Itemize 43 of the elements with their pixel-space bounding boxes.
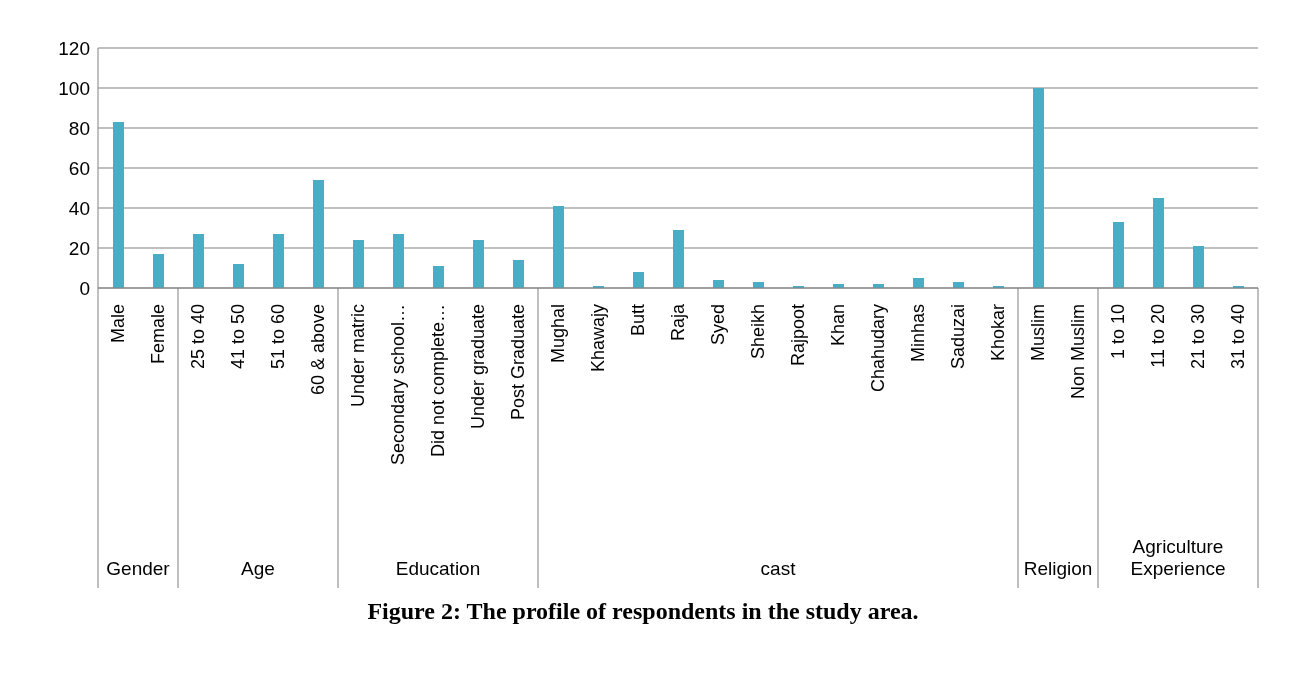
x-tick-label: Mughal	[548, 304, 568, 364]
x-tick-label: Non Muslim	[1068, 304, 1088, 400]
x-tick-label: 11 to 20	[1148, 304, 1168, 368]
x-tick-label: Male	[108, 304, 128, 344]
x-tick-label: Rajpoot	[788, 304, 808, 367]
x-tick-label: Did not complete…	[428, 304, 448, 458]
text: Education	[394, 558, 482, 580]
x-tick-label: Secondary school…	[388, 304, 408, 466]
x-tick-label: Under matric	[348, 304, 368, 408]
x-tick-label: Syed	[708, 304, 728, 346]
x-tick-label: Female	[148, 304, 168, 365]
y-tick-label: 20	[68, 237, 90, 259]
x-tick-label: Khan	[828, 304, 848, 347]
y-tick-label: 0	[79, 277, 90, 299]
text: Gender	[105, 558, 171, 580]
x-tick-label: 1 to 10	[1108, 304, 1128, 360]
x-tick-label: Chahudary	[868, 304, 888, 393]
x-tick-label: Butt	[628, 304, 648, 337]
x-tick-label: Saduzai	[948, 304, 968, 370]
text: Figure 2: The profile of respondents in the study area.	[366, 598, 920, 625]
x-tick-label: 60 & above	[308, 304, 328, 396]
x-tick-label: 25 to 40	[188, 304, 208, 370]
x-tick-label: Khawajy	[588, 304, 608, 373]
text: Religion	[1022, 558, 1094, 580]
x-tick-label: Raja	[668, 303, 688, 342]
x-tick-label: 51 to 60	[268, 304, 288, 370]
text: Agriculture Experience	[1129, 536, 1227, 580]
text: Age	[240, 558, 276, 580]
y-tick-label: 60	[68, 157, 90, 179]
x-tick-label: Khokar	[988, 304, 1008, 362]
x-tick-label: Muslim	[1028, 304, 1048, 361]
x-tick-label: Minhas	[908, 304, 928, 363]
x-tick-label: 31 to 40	[1228, 304, 1248, 370]
y-tick-label: 100	[58, 77, 90, 99]
y-tick-label: 80	[68, 117, 90, 139]
text: cast	[759, 558, 797, 580]
x-tick-label: Sheikh	[748, 304, 768, 360]
y-tick-label: 40	[68, 197, 90, 219]
x-tick-label: 21 to 30	[1188, 304, 1208, 370]
x-tick-label: Post Graduate	[508, 304, 528, 421]
x-tick-label: Under graduate	[468, 304, 488, 430]
x-tick-label: 41 to 50	[228, 304, 248, 370]
y-tick-label: 120	[58, 37, 90, 59]
